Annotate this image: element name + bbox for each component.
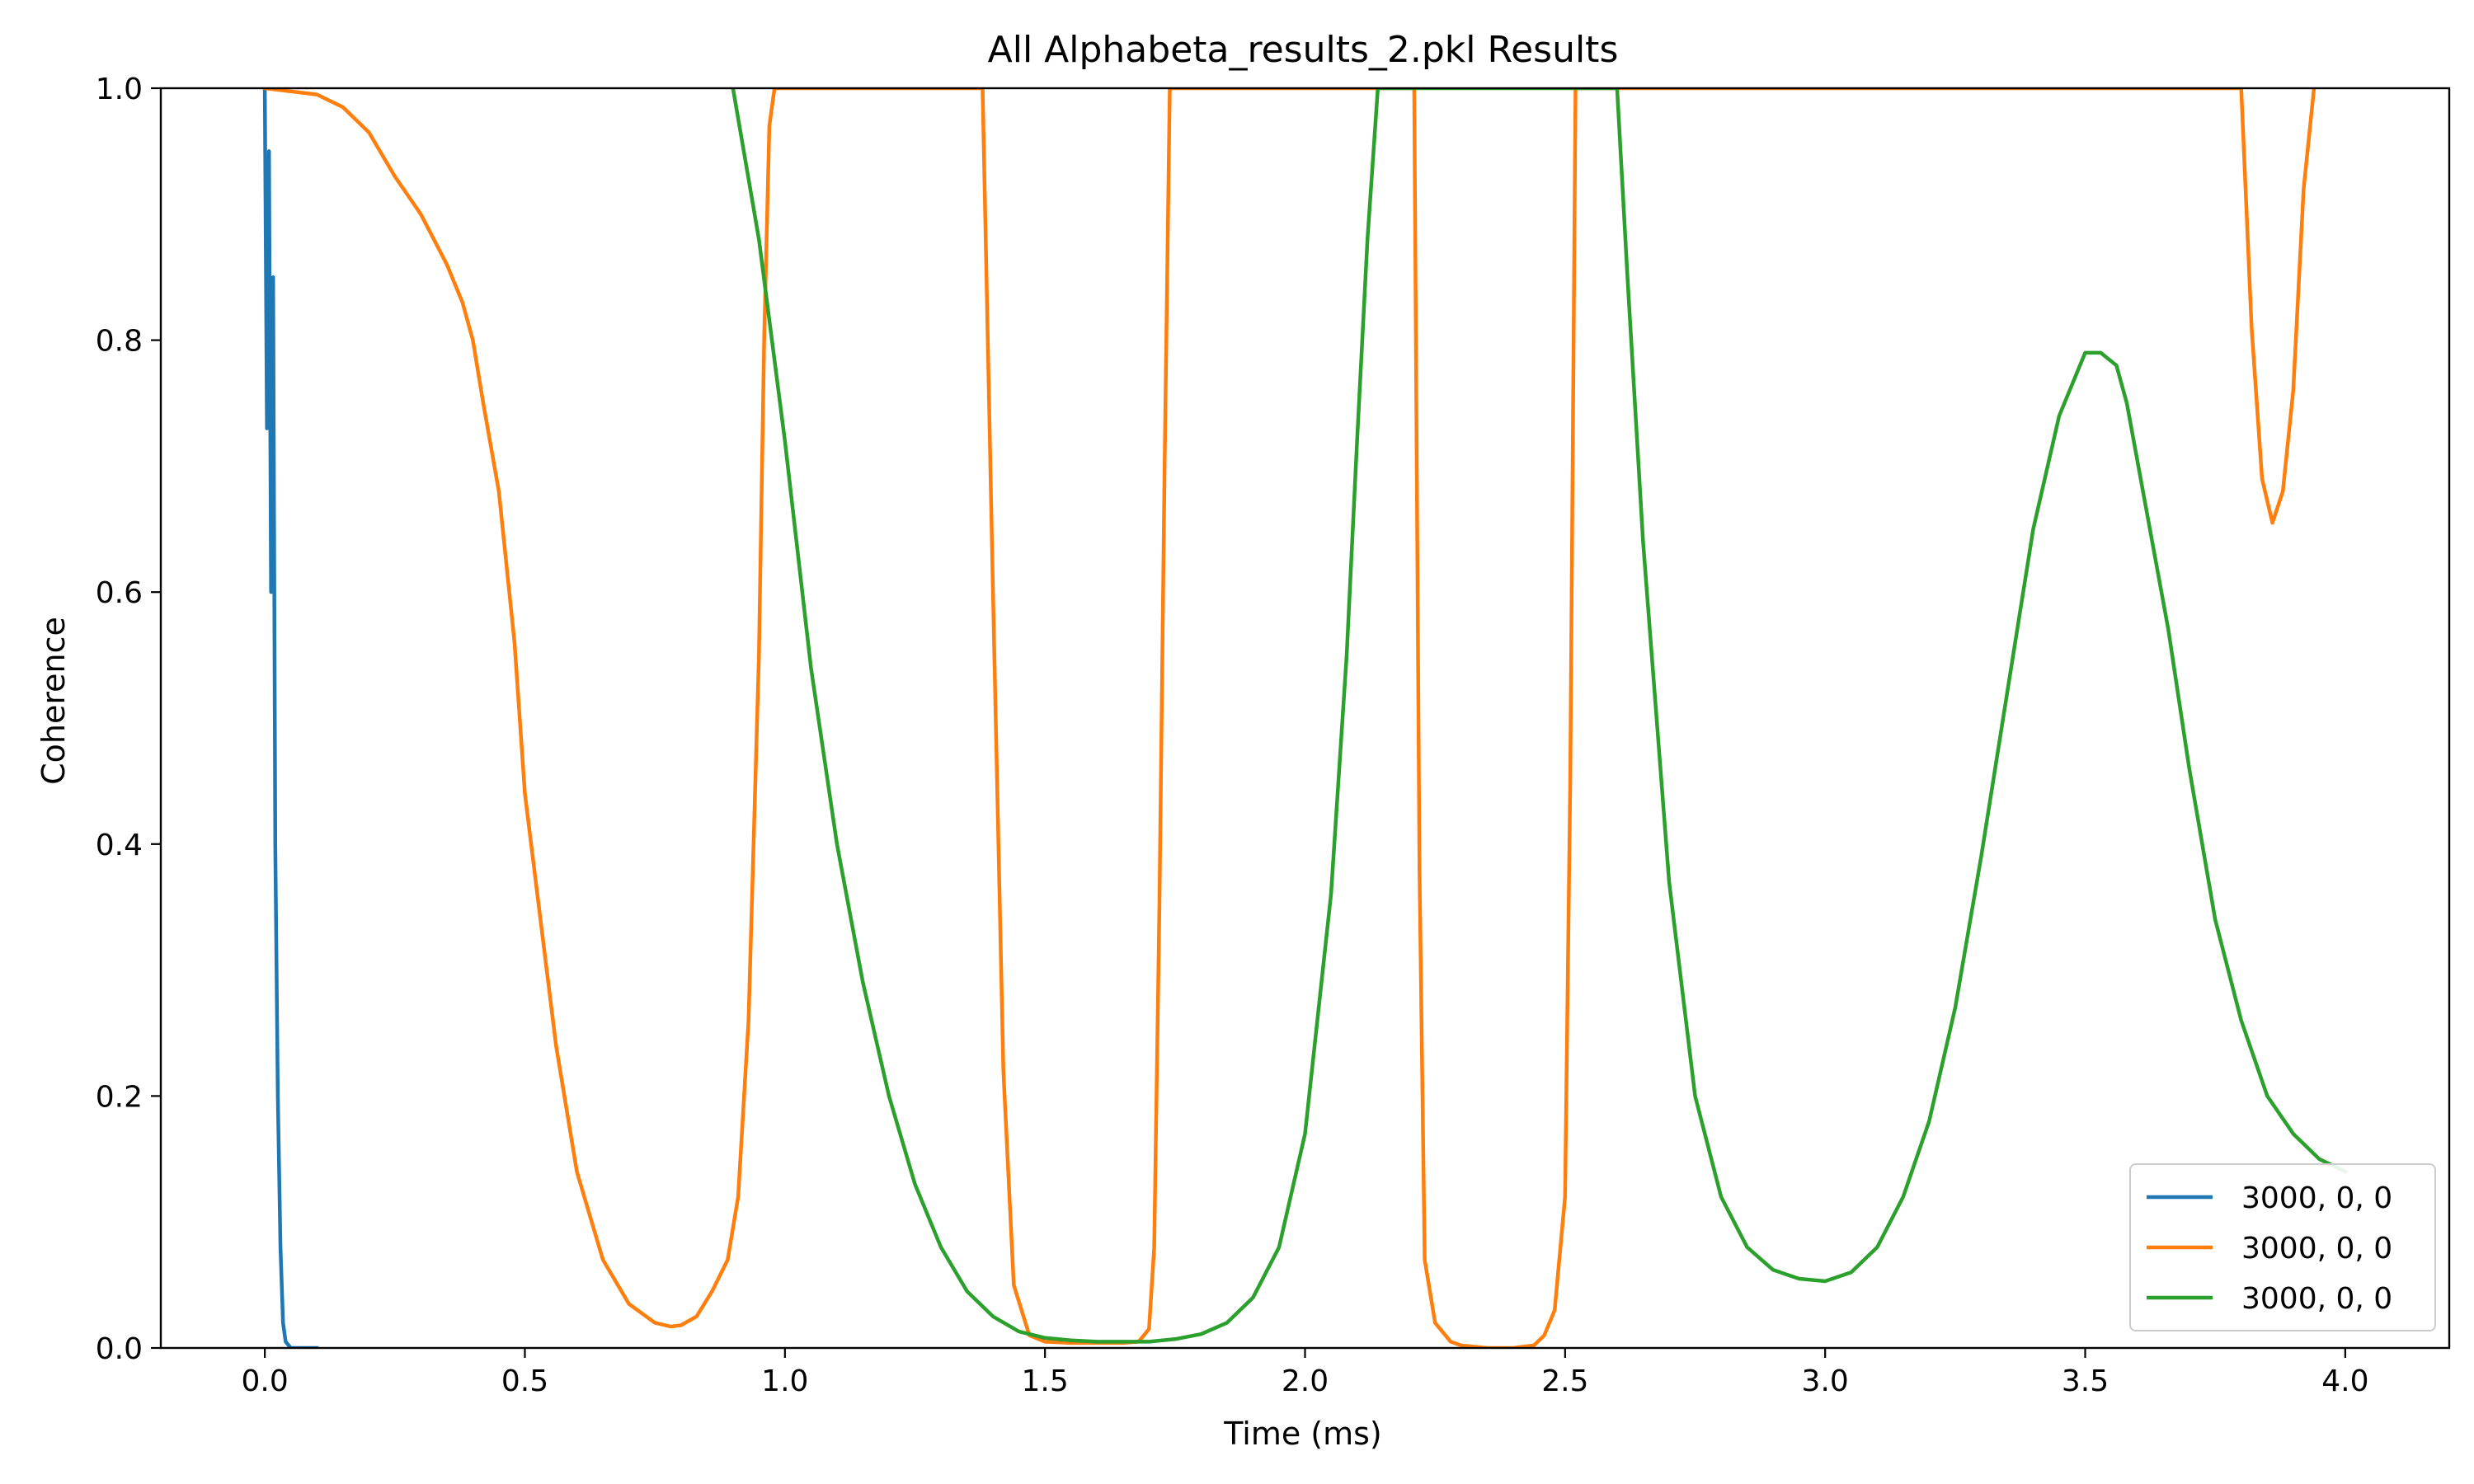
ticks: 0.0 0.5 1.0 1.5 2.0 2.5 3.0 3.5 4.0 0.0 0.2 0.4 0.6 0… [96, 73, 2369, 1398]
series-line-2 [262, 88, 2316, 1348]
x-tick-label: 0.0 [242, 1364, 289, 1398]
y-tick-label: 0.8 [96, 325, 143, 359]
legend-label-2: 3000, 0, 0 [2241, 1232, 2392, 1266]
legend-box [2129, 1163, 2436, 1331]
plot-frame [159, 87, 2451, 1350]
x-tick-label: 3.5 [2062, 1364, 2109, 1398]
y-axis-label: Coherence [35, 617, 72, 785]
x-tick-label: 2.5 [1541, 1364, 1588, 1398]
legend-label-3: 3000, 0, 0 [2241, 1282, 2392, 1316]
x-tick-label: 0.5 [501, 1364, 548, 1398]
y-tick-label: 0.2 [96, 1080, 143, 1114]
x-axis-label: Time (ms) [1223, 1416, 1382, 1452]
x-tick-label: 3.0 [1802, 1364, 1849, 1398]
series-line-3 [731, 88, 2348, 1344]
y-tick-label: 0.6 [96, 576, 143, 610]
y-tick-label: 1.0 [96, 73, 143, 106]
x-tick-label: 1.0 [761, 1364, 808, 1398]
legend-label-1: 3000, 0, 0 [2241, 1181, 2392, 1215]
y-tick-label: 0.0 [96, 1332, 143, 1366]
plot-area [262, 88, 2348, 1348]
x-tick-label: 4.0 [2321, 1364, 2368, 1398]
x-tick-label: 2.0 [1282, 1364, 1329, 1398]
x-tick-label: 1.5 [1022, 1364, 1069, 1398]
legend: 3000, 0, 0 3000, 0, 0 3000, 0, 0 [2129, 1163, 2436, 1331]
series-line-1 [262, 88, 319, 1348]
series-lines [262, 88, 2348, 1348]
y-tick-label: 0.4 [96, 829, 143, 862]
chart-title: All Alphabeta_results_2.pkl Results [988, 29, 1619, 71]
